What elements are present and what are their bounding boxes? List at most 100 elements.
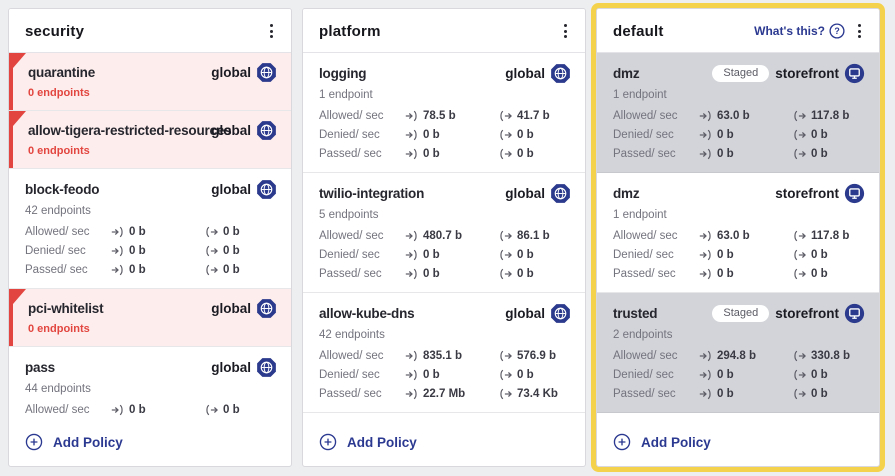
policy-scope: global [505,63,571,84]
svg-text:?: ? [834,26,839,36]
stat-ingress-value: 0 b [423,268,440,280]
stat-ingress: 0 b [699,268,793,280]
ingress-arrow-icon [405,268,418,280]
scope-label: global [211,360,251,375]
egress-arrow-icon [499,268,512,280]
egress-arrow-icon [793,249,806,261]
whats-this-link[interactable]: What's this?? [754,23,845,39]
staged-badge: Staged [712,305,770,322]
globe-icon [256,179,277,200]
add-policy-label: Add Policy [53,434,123,450]
ingress-arrow-icon [405,148,418,160]
stat-egress: 576.9 b [499,350,571,362]
policy-scope: global [211,357,277,378]
ingress-arrow-icon [699,268,712,280]
endpoints-count: 1 endpoint [319,89,373,101]
policy-stats: Allowed/ sec 63.0 b 117.8 b Denied/ sec 0 b 0… [613,110,865,160]
ingress-arrow-icon [699,249,712,261]
stat-ingress: 0 b [111,245,205,257]
policy-name: block-feodo [25,182,100,197]
policy-card-dmz[interactable]: dmz storefront 1 endpoint Allowed/ sec 63.0 … [597,173,879,293]
policy-card-header: pass global [25,357,277,378]
stat-ingress: 0 b [405,148,499,160]
scope-label: storefront [775,66,839,81]
stat-egress: 0 b [499,369,571,381]
egress-arrow-icon [499,388,512,400]
policy-card-pass[interactable]: pass global 44 endpoints Allowed/ sec 0 b 0 b… [9,347,291,419]
stat-ingress: 0 b [405,369,499,381]
policy-card-allow-tigera-restricted-resources[interactable]: allow-tigera-restricted-resources global 0… [9,111,291,169]
egress-arrow-icon [793,268,806,280]
policy-card-quarantine[interactable]: quarantine global 0 endpoints [9,53,291,111]
stat-label: Passed/ sec [319,268,382,280]
stat-egress-value: 0 b [517,148,534,160]
stat-egress-value: 0 b [223,264,240,276]
policy-card-block-feodo[interactable]: block-feodo global 42 endpoints Allowed/ se… [9,169,291,289]
stat-egress: 117.8 b [793,110,865,122]
stat-ingress-value: 0 b [423,148,440,160]
stat-egress: 0 b [499,148,571,160]
stat-ingress: 0 b [111,404,205,416]
policy-card-twilio-integration[interactable]: twilio-integration global 5 endpoints Allow… [303,173,585,293]
endpoints-count: 0 endpoints [28,87,90,99]
policy-name: allow-tigera-restricted-resources [28,123,232,138]
policy-card-header: quarantine global [28,62,277,83]
stat-label: Allowed/ sec [319,350,384,362]
stat-egress-value: 0 b [223,226,240,238]
egress-arrow-icon [499,110,512,122]
kebab-menu-icon[interactable] [560,22,571,40]
stat-egress: 0 b [499,249,571,261]
policy-card-header: dmz storefront [613,183,865,204]
kebab-menu-icon[interactable] [266,22,277,40]
tier-title: default [613,22,664,40]
policy-card-allow-kube-dns[interactable]: allow-kube-dns global 42 endpoints Allowed/… [303,293,585,413]
policy-stats: Allowed/ sec 294.8 b 330.8 b Denied/ sec 0 b… [613,350,865,400]
scope-label: global [211,123,251,138]
add-policy-button[interactable]: Add Policy [597,419,879,466]
policy-stats: Allowed/ sec 480.7 b 86.1 b Denied/ sec 0 b 0… [319,230,571,280]
tier-header: platform [303,9,585,53]
tier-header-actions [560,22,571,40]
add-policy-label: Add Policy [641,434,711,450]
policy-card-pci-whitelist[interactable]: pci-whitelist global 0 endpoints [9,289,291,347]
ingress-arrow-icon [405,369,418,381]
policy-card-trusted[interactable]: trustedstorefront [597,413,879,419]
stat-egress: 0 b [205,245,277,257]
globe-icon [550,303,571,324]
egress-arrow-icon [793,388,806,400]
globe-icon [550,63,571,84]
stat-ingress: 835.1 b [405,350,499,362]
stat-label: Denied/ sec [613,369,674,381]
stat-label: Allowed/ sec [319,110,384,122]
scope-label: global [505,306,545,321]
stat-egress: 0 b [205,226,277,238]
stat-egress-value: 0 b [223,404,240,416]
policy-card-header: dmz Staged storefront [613,63,865,84]
stat-ingress-value: 294.8 b [717,350,756,362]
add-policy-button[interactable]: Add Policy [303,419,585,466]
question-circle-icon: ? [829,23,845,39]
policy-card-logging[interactable]: logging global 1 endpoint Allowed/ sec 78.5 … [303,53,585,173]
ingress-arrow-icon [699,388,712,400]
egress-arrow-icon [793,110,806,122]
stat-ingress: 78.5 b [405,110,499,122]
ingress-arrow-icon [405,230,418,242]
policy-card-dmz[interactable]: dmz Staged storefront 1 endpoint Allowed/ se… [597,53,879,173]
tier-title: security [25,22,85,40]
ingress-arrow-icon [111,404,124,416]
stat-ingress: 0 b [699,249,793,261]
ingress-arrow-icon [111,245,124,257]
stat-egress: 0 b [793,369,865,381]
policy-name: quarantine [28,65,96,80]
stat-ingress-value: 0 b [717,268,734,280]
egress-arrow-icon [499,249,512,261]
add-policy-button[interactable]: Add Policy [9,419,291,466]
policy-card-trusted[interactable]: trusted Staged storefront 2 endpoints Allowe… [597,293,879,413]
stat-egress: 41.7 b [499,110,571,122]
policy-card-header: allow-kube-dns global [319,303,571,324]
kebab-menu-icon[interactable] [854,22,865,40]
stat-egress-value: 0 b [517,268,534,280]
ingress-arrow-icon [405,110,418,122]
stat-ingress: 0 b [699,148,793,160]
